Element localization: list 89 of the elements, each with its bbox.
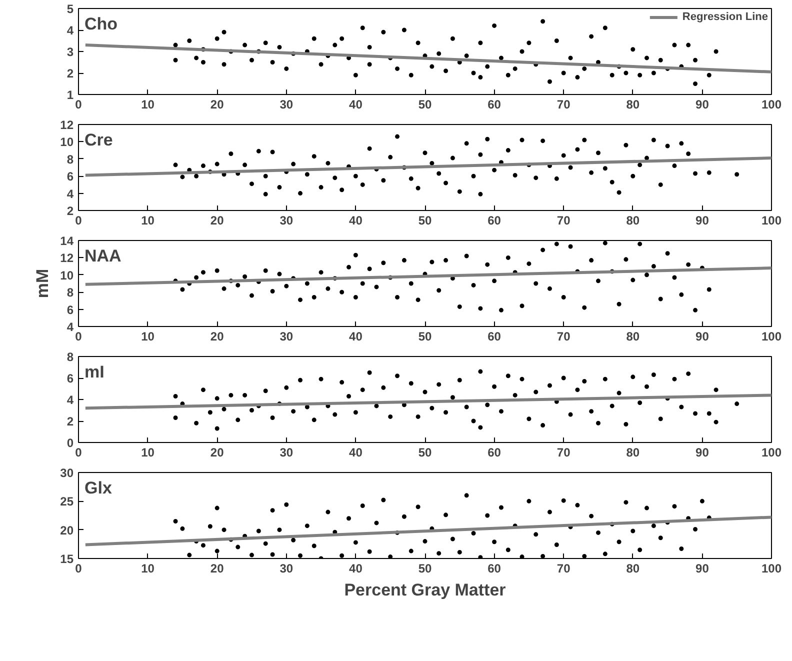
x-tick-label: 20 <box>210 562 224 576</box>
x-tick-label: 40 <box>349 214 363 228</box>
x-tick-label: 50 <box>418 446 432 460</box>
x-tick-label: 50 <box>418 214 432 228</box>
y-tick-label: 0 <box>66 436 74 450</box>
y-tick-label: 4 <box>66 186 74 201</box>
y-tick-label: 6 <box>66 302 74 317</box>
x-tick-label: 60 <box>488 98 502 112</box>
x-tick-label: 90 <box>696 562 710 576</box>
x-axis-title: Percent Gray Matter <box>344 580 506 600</box>
chart-title: Glx <box>84 478 112 498</box>
y-tick-label: 8 <box>66 286 74 300</box>
x-tick-label: 60 <box>488 446 502 460</box>
y-tick-label: 8 <box>66 152 74 166</box>
y-tick-label: 20 <box>60 523 74 538</box>
x-tick-label: 40 <box>349 446 363 460</box>
x-tick-label: 100 <box>761 446 782 460</box>
x-tick-label: 10 <box>141 330 155 344</box>
x-tick-label: 30 <box>280 562 294 576</box>
x-tick-label: 50 <box>418 562 432 576</box>
y-tick-label: 10 <box>60 268 74 282</box>
x-tick-label: 80 <box>626 330 640 344</box>
x-tick-label: 0 <box>75 446 82 460</box>
legend-label: Regression Line <box>682 11 768 23</box>
chart-title: Cho <box>84 14 118 34</box>
y-tick-label: 4 <box>66 320 74 334</box>
y-tick-label: 3 <box>66 45 74 59</box>
y-tick-label: 1 <box>66 88 74 102</box>
x-tick-label: 70 <box>556 330 571 344</box>
x-tick-label: 100 <box>761 330 782 344</box>
x-tick-label: 30 <box>280 214 294 228</box>
y-tick-label: 4 <box>66 24 74 38</box>
x-tick-label: 30 <box>280 446 294 460</box>
x-tick-label: 100 <box>761 214 782 228</box>
y-tick-label: 2 <box>66 414 74 428</box>
x-tick-label: 60 <box>488 330 502 344</box>
y-tick-label: 12 <box>60 251 74 266</box>
x-tick-label: 10 <box>141 446 155 460</box>
x-tick-label: 100 <box>761 98 782 112</box>
x-tick-label: 60 <box>488 562 502 576</box>
x-tick-label: 70 <box>556 562 571 576</box>
x-tick-label: 100 <box>761 562 782 576</box>
y-tick-label: 14 <box>60 234 74 248</box>
x-tick-label: 60 <box>488 214 502 228</box>
x-tick-label: 70 <box>556 214 571 228</box>
x-tick-label: 90 <box>696 446 710 460</box>
x-tick-label: 80 <box>626 98 640 112</box>
y-tick-label: 30 <box>60 466 74 480</box>
x-tick-label: 40 <box>349 98 363 112</box>
y-tick-label: 2 <box>66 204 74 218</box>
chart-title: Cre <box>84 130 113 150</box>
x-tick-label: 90 <box>696 214 710 228</box>
y-axis-title: mM <box>33 268 52 298</box>
y-tick-label: 6 <box>66 170 74 184</box>
x-tick-label: 0 <box>75 330 82 344</box>
y-tick-label: 5 <box>66 2 74 16</box>
x-tick-label: 50 <box>418 98 432 112</box>
x-tick-label: 30 <box>280 330 294 344</box>
x-tick-label: 20 <box>210 98 224 112</box>
y-tick-label: 8 <box>66 350 74 364</box>
x-tick-label: 0 <box>75 562 82 576</box>
x-tick-label: 90 <box>696 330 710 344</box>
x-tick-label: 80 <box>626 562 640 576</box>
x-tick-label: 20 <box>210 214 224 228</box>
x-tick-label: 10 <box>141 562 155 576</box>
y-tick-label: 4 <box>66 393 74 407</box>
y-tick-label: 12 <box>60 118 74 132</box>
x-tick-label: 40 <box>349 562 363 576</box>
x-tick-label: 30 <box>280 98 294 112</box>
y-tick-label: 10 <box>60 135 74 150</box>
x-tick-label: 80 <box>626 446 640 460</box>
x-tick-label: 70 <box>556 446 571 460</box>
x-tick-label: 0 <box>75 98 82 112</box>
chart-title: NAA <box>84 246 122 266</box>
y-tick-label: 6 <box>66 372 74 386</box>
x-tick-label: 20 <box>210 446 224 460</box>
y-tick-label: 2 <box>66 66 74 80</box>
x-tick-label: 10 <box>141 98 155 112</box>
x-tick-label: 20 <box>210 330 224 344</box>
x-tick-label: 10 <box>141 214 155 228</box>
x-tick-label: 40 <box>349 330 363 344</box>
x-tick-label: 70 <box>556 98 571 112</box>
y-tick-label: 25 <box>60 494 74 509</box>
y-tick-label: 15 <box>60 552 74 566</box>
chart-title: mI <box>84 362 104 382</box>
x-tick-label: 0 <box>75 214 82 228</box>
x-tick-label: 90 <box>696 98 710 112</box>
x-tick-label: 80 <box>626 214 640 228</box>
x-tick-label: 50 <box>418 330 432 344</box>
